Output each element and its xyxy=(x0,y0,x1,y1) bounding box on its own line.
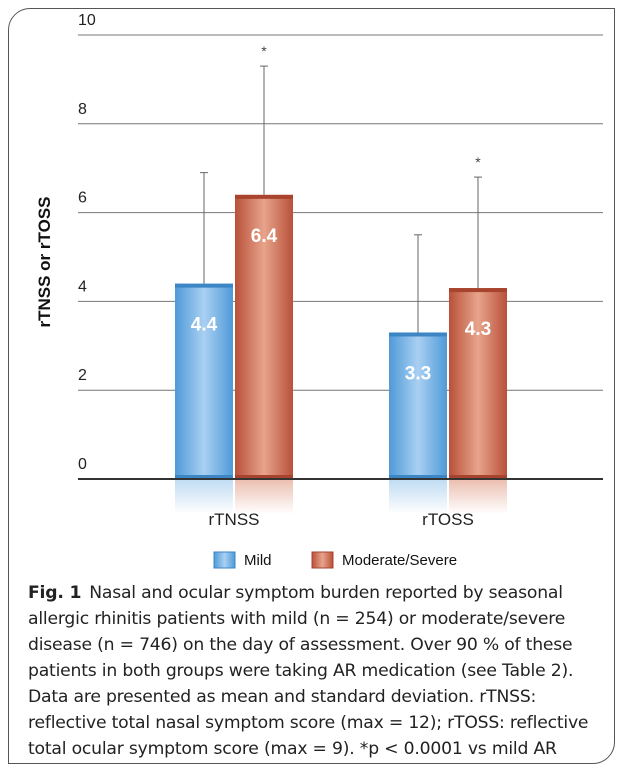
x-tick-labels: rTNSS rTOSS xyxy=(209,510,474,529)
bar-mild-rtoss xyxy=(389,332,447,479)
value-label-moderate-severe-rtoss: 4.3 xyxy=(465,319,491,340)
gridlines xyxy=(78,34,603,391)
significance-marker-rtoss: * xyxy=(475,154,481,170)
legend-swatch-moderate-severe xyxy=(311,551,334,569)
bar-bottom-mild-rtnss xyxy=(175,475,233,479)
figure-label: Fig. 1 xyxy=(28,583,82,603)
reflection-moderate-severe-rtnss xyxy=(235,480,293,514)
bar-top-moderate-severe-rtoss xyxy=(449,288,507,293)
legend: Mild Moderate/Severe xyxy=(213,551,457,569)
caption-text: Nasal and ocular symptom burden reported… xyxy=(28,583,589,759)
bar-moderate-severe-rtnss xyxy=(235,194,293,479)
value-label-mild-rtnss: 4.4 xyxy=(191,315,218,336)
bar-reflections xyxy=(175,480,507,514)
legend-swatch-mild xyxy=(213,551,236,569)
legend-label-moderate-severe: Moderate/Severe xyxy=(342,552,457,569)
error-bars xyxy=(200,65,482,333)
bar-bottom-moderate-severe-rtoss xyxy=(449,475,507,479)
significance-markers: ** xyxy=(261,43,481,170)
y-tick-label-2: 2 xyxy=(78,367,87,384)
x-tick-label-rtnss: rTNSS xyxy=(209,510,260,529)
value-label-moderate-severe-rtnss: 6.4 xyxy=(251,226,278,247)
legend-label-mild: Mild xyxy=(244,552,272,569)
reflection-moderate-severe-rtoss xyxy=(449,480,507,514)
y-tick-label-8: 8 xyxy=(78,101,87,118)
bar-value-labels: 4.4 6.4 3.3 4.3 xyxy=(191,226,491,385)
y-tick-label-0: 0 xyxy=(78,456,87,473)
x-tick-label-rtoss: rTOSS xyxy=(422,510,474,529)
bar-top-mild-rtnss xyxy=(175,283,233,288)
reflection-mild-rtnss xyxy=(175,480,233,514)
value-label-mild-rtoss: 3.3 xyxy=(405,363,431,384)
y-tick-label-6: 6 xyxy=(78,190,87,207)
significance-marker-rtnss: * xyxy=(261,43,267,59)
bar-top-mild-rtoss xyxy=(389,332,447,337)
y-axis-label: rTNSS or rTOSS xyxy=(35,197,54,328)
bar-top-moderate-severe-rtnss xyxy=(235,194,293,199)
figure-caption: Fig. 1 Nasal and ocular symptom burden re… xyxy=(28,580,603,762)
reflection-mild-rtoss xyxy=(389,480,447,514)
bar-mild-rtnss xyxy=(175,283,233,479)
bars xyxy=(175,194,507,479)
figure-frame xyxy=(8,8,615,764)
y-tick-label-4: 4 xyxy=(78,278,87,295)
bar-bottom-moderate-severe-rtnss xyxy=(235,475,293,479)
y-tick-labels: 0 2 4 6 8 10 xyxy=(78,12,96,473)
y-tick-label-10: 10 xyxy=(78,12,96,29)
bar-bottom-mild-rtoss xyxy=(389,475,447,479)
bar-moderate-severe-rtoss xyxy=(449,288,507,479)
